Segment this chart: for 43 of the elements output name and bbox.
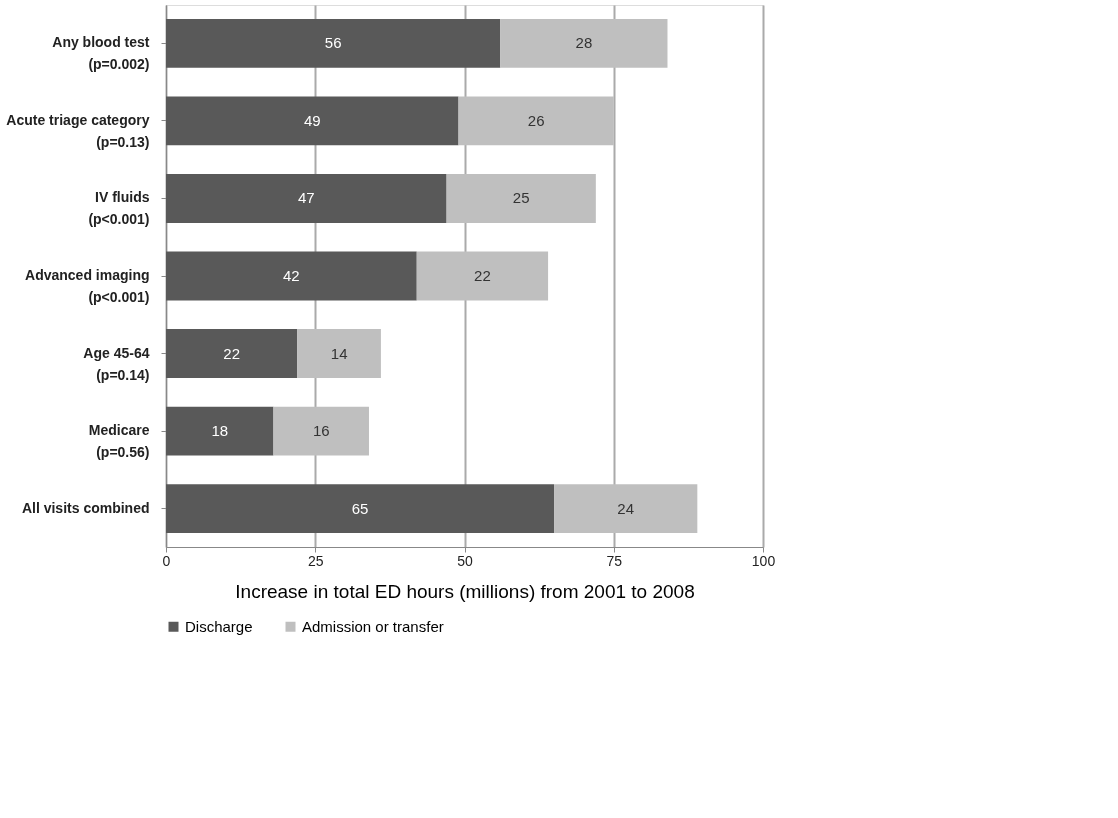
y-tick-label: Advanced imaging (p<0.001) — [25, 267, 150, 305]
x-tick-label: 100 — [751, 552, 776, 569]
bar — [166, 96, 459, 146]
y-tick-label: Medicare (p=0.56) — [88, 422, 150, 461]
bar — [554, 484, 698, 534]
bar — [166, 251, 417, 301]
data-label: 22 — [474, 267, 491, 284]
data-label: 25 — [512, 189, 530, 207]
bar — [458, 96, 614, 146]
data-label: 56 — [324, 34, 342, 52]
y-tick-label: Any blood test (p=0.002) — [52, 34, 150, 73]
bar — [500, 18, 668, 68]
bar — [166, 18, 501, 68]
x-tick-label: 50 — [457, 552, 473, 569]
bar — [446, 174, 596, 223]
x-tick-label: 25 — [307, 552, 324, 569]
data-label: 49 — [303, 111, 321, 129]
bar — [166, 174, 447, 223]
y-tick-label: Acute triage category (p=0.13) — [6, 111, 150, 150]
legend-label: Discharge — [185, 617, 253, 635]
y-tick-label: All visits combined — [21, 499, 150, 516]
data-label: 14 — [330, 344, 348, 362]
data-label: 16 — [312, 422, 330, 440]
data-label: 26 — [527, 111, 545, 129]
x-tick-label: 75 — [606, 552, 623, 569]
data-label: 65 — [351, 499, 369, 517]
bar — [166, 484, 555, 534]
bar — [166, 406, 274, 456]
data-label: 28 — [575, 34, 593, 52]
bar — [297, 329, 381, 378]
legend-label: Admission or transfer — [302, 617, 444, 635]
data-label: 47 — [297, 189, 315, 207]
y-tick-label: IV fluids (p<0.001) — [88, 189, 150, 228]
x-axis-title: Increase in total ED hours (millions) from 2001 to 2008 — [235, 580, 695, 602]
y-tick-label: Age 45-64 (p=0.14) — [83, 344, 150, 383]
data-label: 18 — [211, 422, 229, 440]
bar — [273, 406, 369, 456]
bar — [416, 251, 549, 301]
data-label: 42 — [283, 267, 300, 284]
x-tick-label: 0 — [162, 552, 171, 569]
data-label: 24 — [617, 499, 635, 517]
data-label: 22 — [223, 344, 241, 362]
bar — [166, 329, 298, 378]
